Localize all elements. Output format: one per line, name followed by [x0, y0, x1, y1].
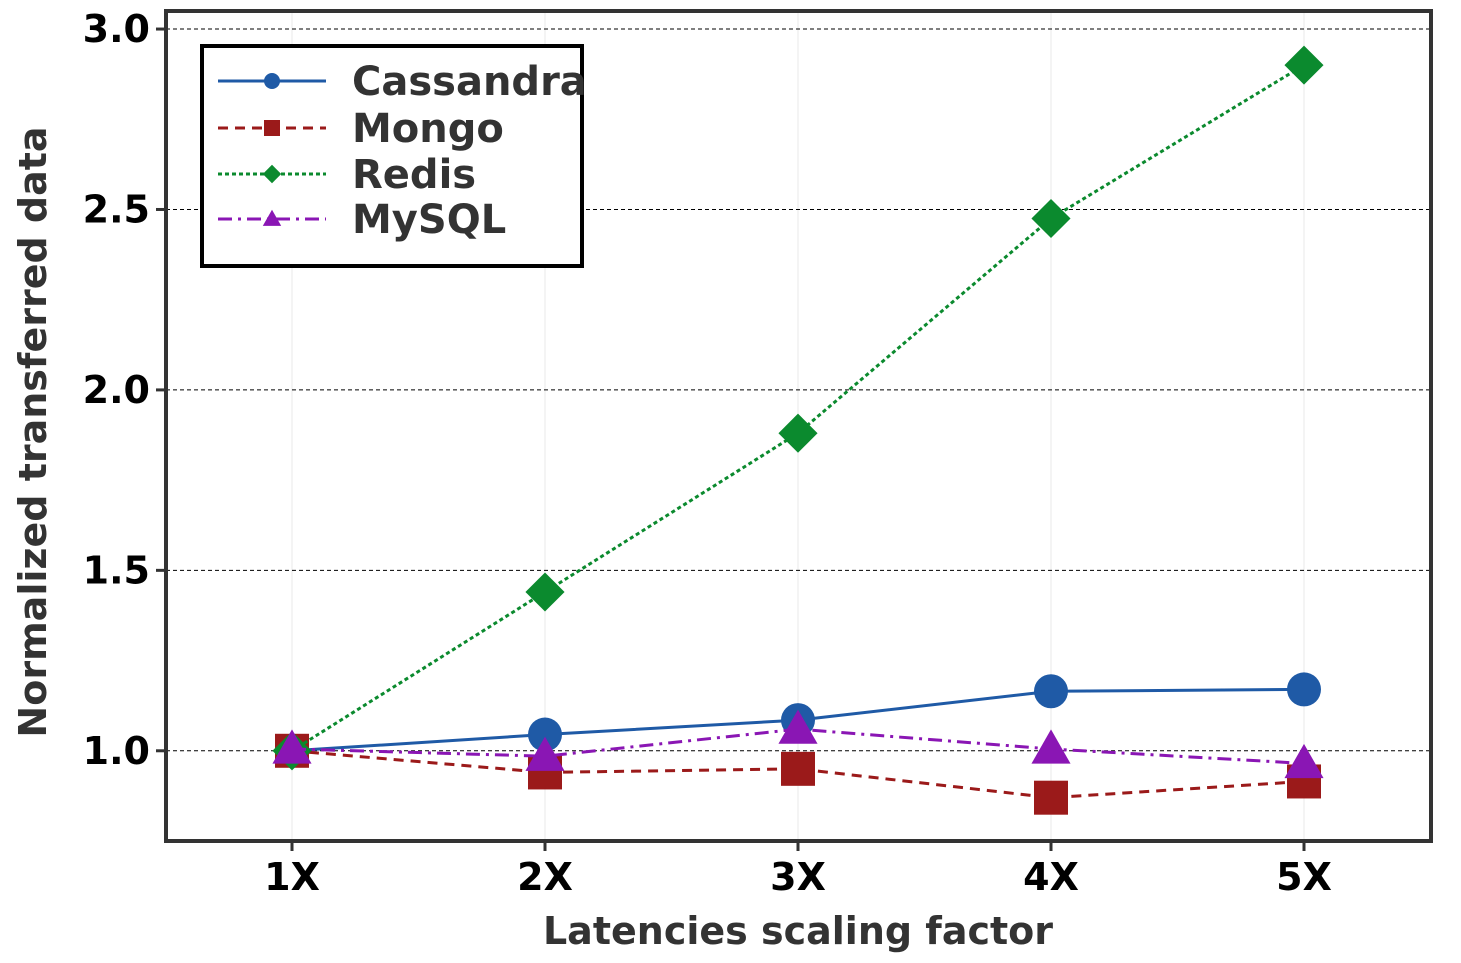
legend-marker-cassandra [264, 73, 280, 89]
data-point-redis [1031, 198, 1071, 239]
legend-marker-mongo [264, 120, 280, 136]
data-point-redis [525, 572, 565, 612]
x-tick-label: 4X [1023, 855, 1079, 899]
y-tick-label: 2.0 [83, 368, 150, 412]
y-axis-title: Normalized transferred data [11, 126, 55, 737]
axis-ticks: 1X 2X 3X 4X 5X 1.0 1.5 2.0 2.5 3.0 [83, 7, 1332, 899]
legend-label: Cassandra [352, 59, 587, 105]
y-tick-label: 1.0 [83, 729, 150, 773]
series-mysql [272, 709, 1324, 779]
legend-item-mysql: MySQL [218, 197, 506, 243]
x-tick-label: 1X [264, 855, 320, 899]
legend-item-mongo: Mongo [218, 106, 504, 152]
x-axis-title: Latencies scaling factor [543, 909, 1053, 953]
y-tick-label: 1.5 [83, 548, 150, 592]
data-point-cassandra [1034, 674, 1068, 709]
data-point-cassandra [1287, 672, 1321, 707]
x-tick-label: 5X [1276, 855, 1332, 899]
legend-item-cassandra: Cassandra [218, 59, 587, 105]
data-point-mongo [1034, 780, 1068, 815]
data-point-redis [1284, 45, 1324, 85]
data-point-mongo [781, 751, 815, 786]
legend-marker-redis [262, 164, 282, 184]
data-point-redis [778, 413, 818, 453]
y-tick-label: 3.0 [83, 7, 150, 51]
x-tick-label: 2X [517, 855, 573, 899]
x-tick-label: 3X [770, 855, 826, 899]
legend-label: Mongo [352, 106, 504, 152]
legend-label: Redis [352, 152, 476, 198]
data-point-mysql [1284, 743, 1324, 779]
data-point-mysql [778, 709, 818, 744]
series-line-mysql [291, 727, 1305, 765]
legend-item-redis: Redis [218, 152, 476, 198]
data-point-mysql [272, 729, 312, 764]
legend-marker-mysql [262, 209, 282, 226]
series-group [272, 45, 1324, 815]
y-tick-label: 2.5 [83, 187, 150, 231]
legend-label: MySQL [352, 197, 506, 243]
data-point-cassandra [528, 717, 562, 752]
data-point-mysql [525, 736, 565, 771]
data-point-mysql [1031, 729, 1071, 764]
